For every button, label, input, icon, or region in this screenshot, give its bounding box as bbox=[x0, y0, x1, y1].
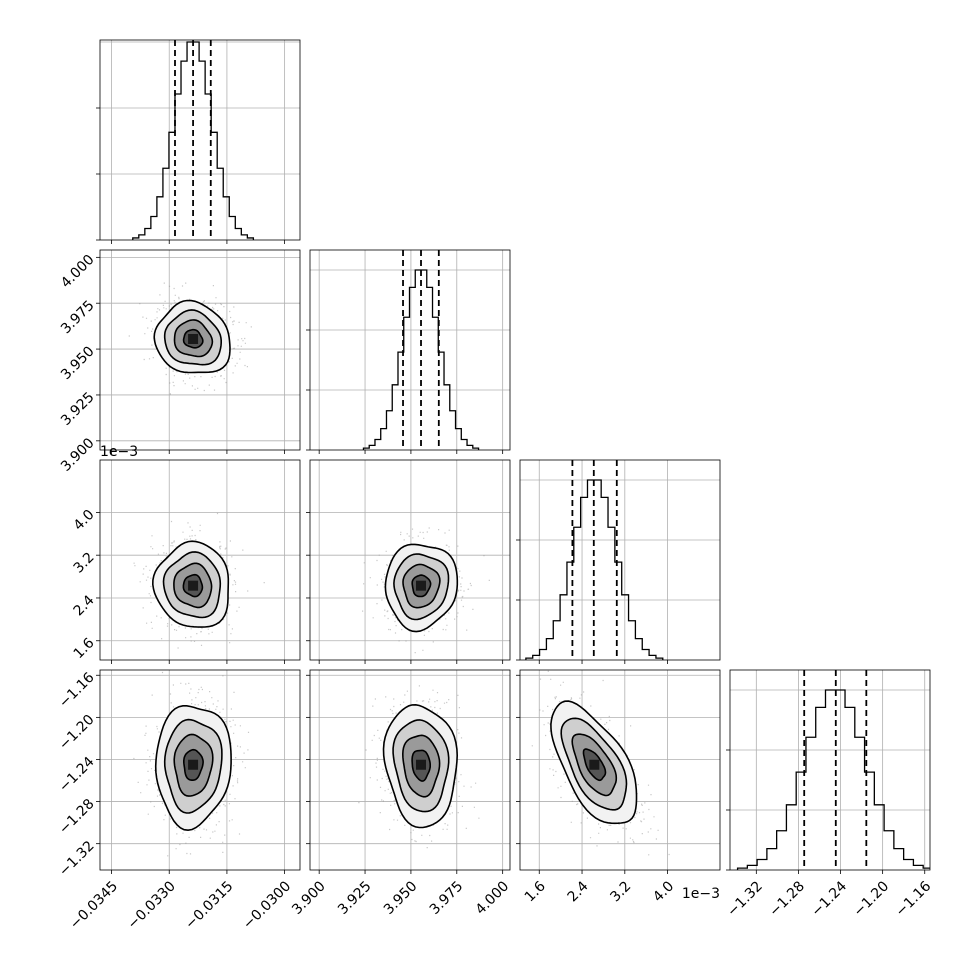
density-panel-3-2 bbox=[516, 669, 721, 874]
histogram-panel-2 bbox=[516, 459, 721, 664]
density-panel-2-1-content bbox=[310, 460, 510, 660]
density-panel-3-2-content bbox=[520, 670, 720, 870]
panel-3-1-contour-0 bbox=[382, 703, 459, 829]
panel-3-0-contour-2 bbox=[173, 733, 214, 797]
panel-3-2-contour-1 bbox=[560, 717, 628, 811]
x-tick-label-col-2-3: 4.0 bbox=[650, 878, 677, 905]
panel-2-1-contour-3 bbox=[411, 574, 432, 598]
y-tick-label-row-1-2: 3.950 bbox=[58, 343, 98, 383]
density-panel-2-0 bbox=[96, 459, 301, 664]
density-panel-3-1-content bbox=[310, 670, 510, 870]
y-tick-label-row-3-2: −1.24 bbox=[56, 754, 98, 796]
panel-3-2-contour-2 bbox=[571, 733, 618, 797]
density-panel-1-0 bbox=[96, 249, 301, 454]
density-panel-3-0-content bbox=[100, 670, 300, 870]
y-tick-label-row-3-1: −1.28 bbox=[56, 796, 98, 838]
panel-1-0-contour-3 bbox=[182, 328, 204, 349]
x-tick-label-col-1-2: 3.950 bbox=[381, 878, 421, 918]
panel-3-1-contour-3 bbox=[411, 749, 431, 782]
panel-2-0-contour-0 bbox=[151, 540, 230, 628]
y-tick-label-row-1-3: 3.975 bbox=[58, 298, 98, 338]
hist-3-frame bbox=[729, 669, 931, 871]
panel-2-0-contour-3 bbox=[182, 573, 204, 598]
hist-2-frame bbox=[519, 459, 721, 661]
panel-2-1-contour-0 bbox=[384, 543, 459, 633]
x-tick-label-col-3-2: −1.24 bbox=[808, 878, 850, 920]
panel-2-1-peak bbox=[416, 580, 427, 591]
y-tick-label-row-1-4: 4.000 bbox=[58, 252, 98, 292]
x-tick-label-col-1-1: 3.925 bbox=[335, 878, 375, 918]
x-tick-label-col-0-2: −0.0315 bbox=[182, 878, 236, 932]
x-tick-label-col-1-0: 3.900 bbox=[289, 878, 329, 918]
histogram-panel-3 bbox=[726, 669, 931, 874]
panel-3-2-contour-0 bbox=[550, 700, 638, 825]
panel-2-0-contour-2 bbox=[173, 562, 213, 609]
x-offset-text-col-2: 1e−3 bbox=[682, 886, 720, 902]
panel-1-0-contour-1 bbox=[163, 309, 222, 366]
y-tick-label-row-3-3: −1.20 bbox=[56, 712, 98, 754]
panel-1-0-frame bbox=[99, 249, 301, 451]
panel-3-0-frame bbox=[99, 669, 301, 871]
panel-3-1-peak bbox=[416, 759, 427, 770]
y-tick-label-row-1-1: 3.925 bbox=[58, 389, 98, 429]
y-tick-label-row-3-4: −1.16 bbox=[56, 670, 98, 712]
hist-0-frame bbox=[99, 39, 301, 241]
x-tick-label-col-2-0: 1.6 bbox=[522, 878, 549, 905]
y-tick-label-row-2-0: 1.6 bbox=[71, 635, 98, 662]
y-tick-label-row-3-0: −1.32 bbox=[56, 838, 98, 880]
panel-3-2-frame bbox=[519, 669, 721, 871]
panel-3-1-contour-1 bbox=[392, 719, 450, 813]
histogram-panel-1 bbox=[306, 249, 511, 454]
panel-1-0-scatter bbox=[128, 282, 252, 395]
x-tick-label-col-3-0: −1.32 bbox=[724, 878, 766, 920]
x-tick-label-col-3-4: −1.16 bbox=[893, 878, 935, 920]
panel-3-0-contour-3 bbox=[183, 748, 204, 781]
panel-2-0-contour-1 bbox=[162, 551, 222, 619]
density-panel-1-0-content bbox=[100, 250, 300, 450]
y-tick-label-row-2-1: 2.4 bbox=[71, 592, 98, 619]
x-tick-label-col-3-3: −1.20 bbox=[851, 878, 893, 920]
panel-3-0-peak bbox=[188, 759, 199, 770]
panel-3-2-contour-3 bbox=[582, 748, 607, 782]
density-panel-2-1 bbox=[306, 459, 511, 664]
panel-2-1-frame bbox=[309, 459, 511, 661]
hist-1-frame bbox=[309, 249, 511, 451]
panel-2-0-peak bbox=[188, 580, 199, 591]
x-tick-label-col-1-3: 3.975 bbox=[427, 878, 467, 918]
y-offset-text-row-2: 1e−3 bbox=[100, 444, 138, 460]
histogram-panel-0 bbox=[96, 39, 301, 244]
panel-2-1-contour-1 bbox=[393, 553, 450, 621]
density-panel-3-1 bbox=[306, 669, 511, 874]
panel-3-2-peak bbox=[589, 759, 600, 770]
panel-1-0-contour-0 bbox=[153, 299, 231, 374]
x-tick-label-col-0-3: −0.0300 bbox=[240, 878, 294, 932]
panel-3-1-contour-2 bbox=[401, 734, 441, 798]
density-panel-2-0-content bbox=[100, 460, 300, 660]
x-tick-label-col-1-4: 4.000 bbox=[473, 878, 513, 918]
x-tick-label-col-2-1: 2.4 bbox=[565, 878, 592, 905]
panel-1-0-contour-2 bbox=[173, 319, 214, 358]
panel-1-0-peak bbox=[188, 333, 199, 344]
y-tick-label-row-2-3: 4.0 bbox=[71, 507, 98, 534]
panel-2-1-contour-2 bbox=[402, 563, 441, 609]
density-panel-3-0 bbox=[96, 669, 301, 874]
panel-3-1-frame bbox=[309, 669, 511, 871]
panel-3-0-contour-1 bbox=[163, 718, 223, 814]
panel-2-0-frame bbox=[99, 459, 301, 661]
y-tick-label-row-2-2: 3.2 bbox=[71, 550, 98, 577]
panel-3-0-contour-0 bbox=[154, 705, 232, 832]
x-tick-label-col-2-2: 3.2 bbox=[607, 878, 634, 905]
y-tick-label-row-1-0: 3.900 bbox=[58, 435, 98, 475]
x-tick-label-col-0-0: −0.0345 bbox=[67, 878, 121, 932]
x-tick-label-col-3-1: −1.28 bbox=[766, 878, 808, 920]
x-tick-label-col-0-1: −0.0330 bbox=[125, 878, 179, 932]
